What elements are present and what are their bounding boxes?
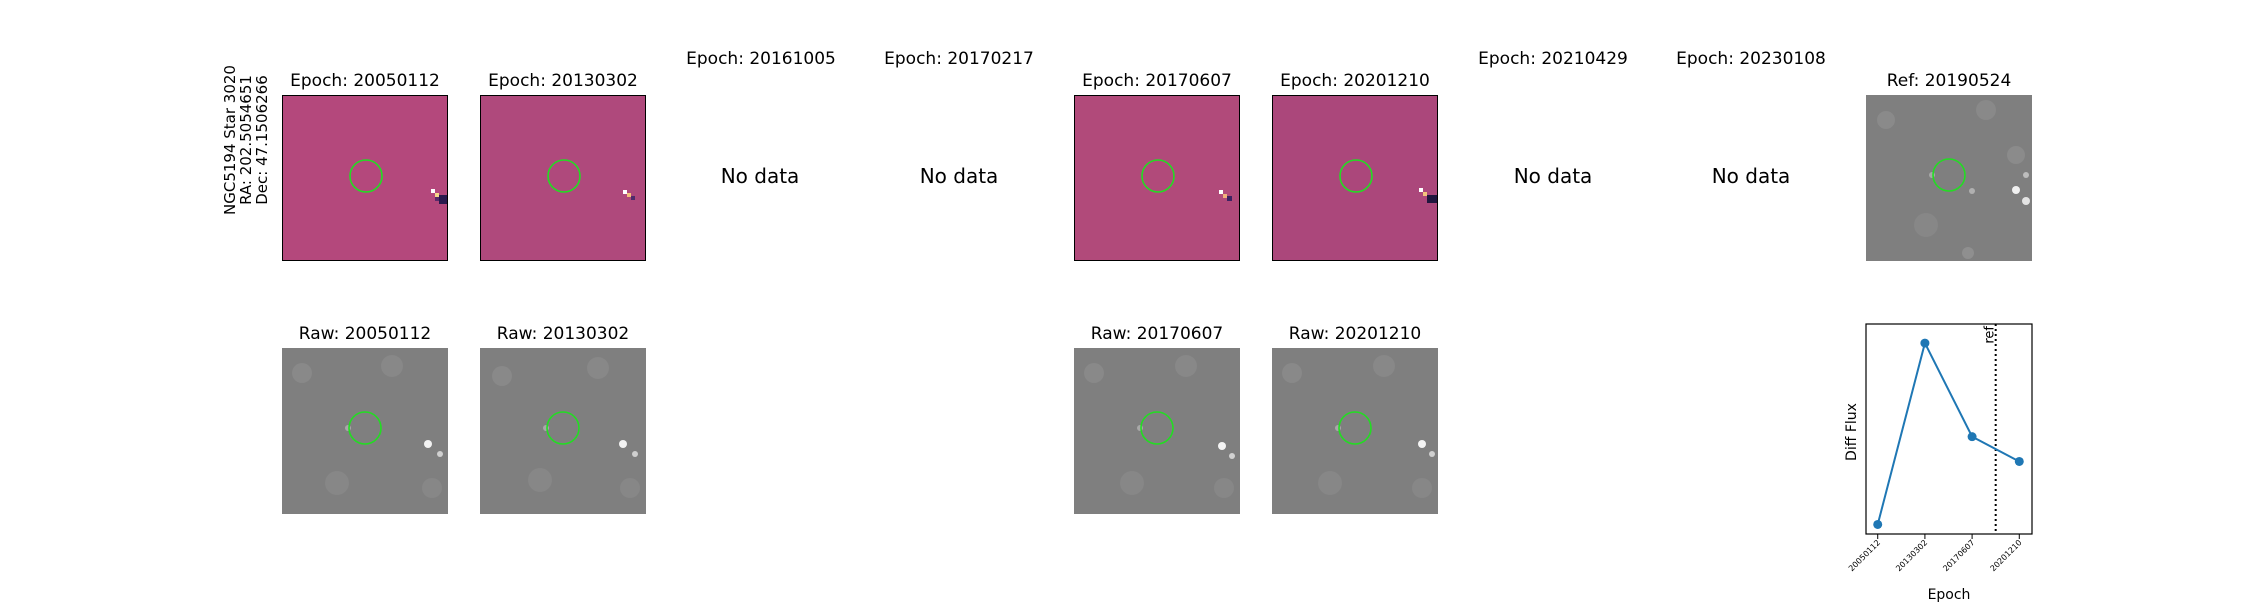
diff-title-20050112: Epoch: 20050112 xyxy=(290,71,440,91)
aperture-circle xyxy=(1141,159,1175,193)
aperture-circle xyxy=(349,159,383,193)
diff-image-20201210 xyxy=(1272,95,1438,261)
data-point-20130302 xyxy=(1920,338,1930,348)
diff-title-20170217: Epoch: 20170217 xyxy=(884,49,1034,69)
diff-title-20130302: Epoch: 20130302 xyxy=(488,71,638,91)
diff-title-20230108: Epoch: 20230108 xyxy=(1676,49,1826,69)
diff-title-20210429: Epoch: 20210429 xyxy=(1478,49,1628,69)
raw-image-20170607 xyxy=(1074,348,1240,514)
row-label-star: NGC5194 Star 3020 xyxy=(221,65,239,215)
raw-title-20050112: Raw: 20050112 xyxy=(298,324,432,344)
no-data-20170217: No data xyxy=(919,164,999,188)
aperture-circle xyxy=(1140,411,1174,445)
diff-image-20170607 xyxy=(1074,95,1240,261)
series-line xyxy=(1876,340,2020,525)
no-data-20230108: No data xyxy=(1711,164,1791,188)
raw-title-20201210: Raw: 20201210 xyxy=(1288,324,1422,344)
diff-image-20130302 xyxy=(480,95,646,261)
raw-image-20050112 xyxy=(282,348,448,514)
y-axis-label: Diff Flux xyxy=(1844,403,1860,461)
data-point-20170607 xyxy=(1967,432,1977,442)
x-axis-label: Epoch xyxy=(1928,587,1971,603)
raw-image-20201210 xyxy=(1272,348,1438,514)
raw-image-20130302 xyxy=(480,348,646,514)
x-tick-label-20050112: 20050112 xyxy=(1847,538,1882,573)
x-tick-label-20170607: 20170607 xyxy=(1941,538,1976,573)
raw-title-20170607: Raw: 20170607 xyxy=(1090,324,1224,344)
diff-image-20050112 xyxy=(282,95,448,261)
ref-label: ref xyxy=(1983,326,1998,344)
aperture-circle xyxy=(1339,159,1373,193)
aperture-circle xyxy=(546,411,580,445)
aperture-circle xyxy=(1932,158,1966,192)
data-point-20201210 xyxy=(2014,456,2024,466)
reference-image xyxy=(1866,95,2032,261)
x-tick-label-20201210: 20201210 xyxy=(1989,538,2024,573)
row-label-dec: Dec: 47.1506266 xyxy=(253,75,271,205)
diff-title-20170607: Epoch: 20170607 xyxy=(1082,71,1232,91)
x-tick-label-20130302: 20130302 xyxy=(1894,538,1929,573)
no-data-20210429: No data xyxy=(1513,164,1593,188)
aperture-circle xyxy=(547,159,581,193)
light-curve-chart: ref 20050112 20130302 20170607 20201210 Dif… xyxy=(1844,323,2033,603)
no-data-20161005: No data xyxy=(720,164,800,188)
diff-title-20161005: Epoch: 20161005 xyxy=(686,49,836,69)
raw-title-20130302: Raw: 20130302 xyxy=(496,324,630,344)
aperture-circle xyxy=(348,411,382,445)
row-label-ra: RA: 202.5054651 xyxy=(237,75,255,205)
aperture-circle xyxy=(1338,411,1372,445)
row-label: NGC5194 Star 3020 RA: 202.5054651 Dec: 4… xyxy=(221,40,282,240)
diff-title-20201210: Epoch: 20201210 xyxy=(1280,71,1430,91)
data-point-20050112 xyxy=(1873,519,1883,529)
ref-title: Ref: 20190524 xyxy=(1886,71,2012,91)
plot-frame xyxy=(1865,323,2033,535)
